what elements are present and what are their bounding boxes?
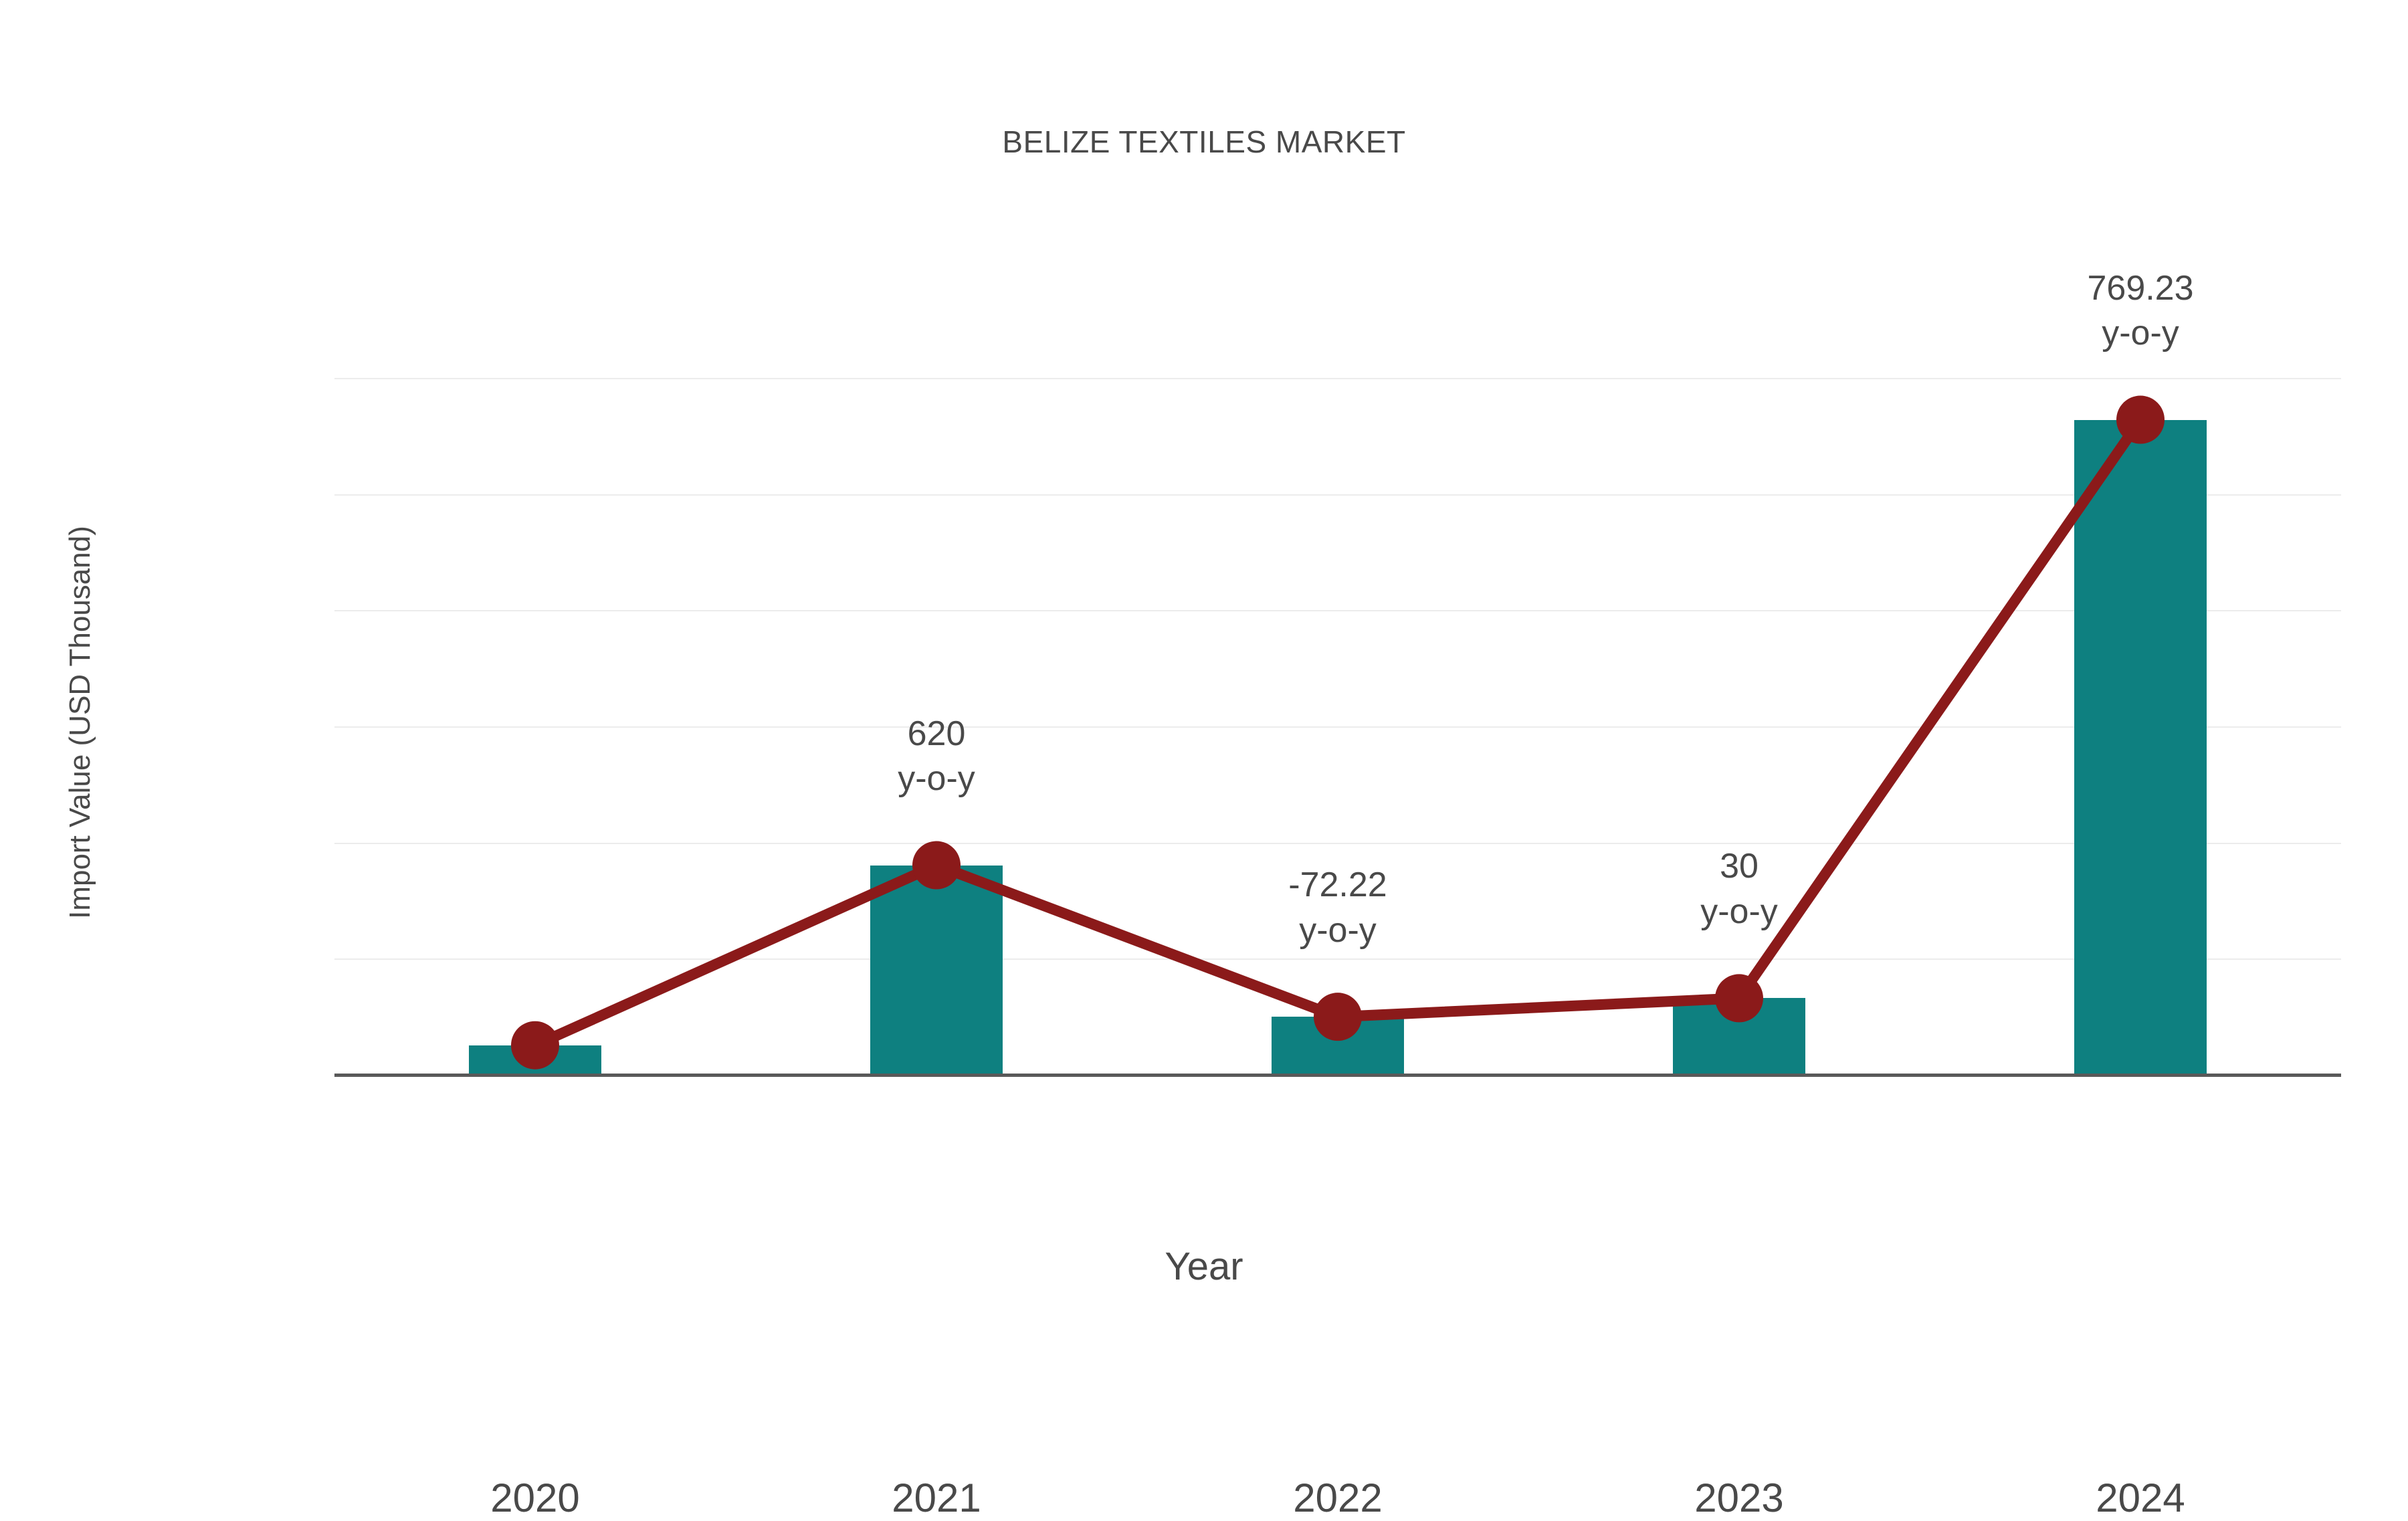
chart-figure: BELIZE TEXTILES MARKET Import Value (USD…	[64, 124, 2341, 1520]
data-label: -72.22 y-o-y	[1288, 863, 1387, 953]
gridline	[334, 378, 2341, 379]
data-label: 30 y-o-y	[1700, 844, 1778, 934]
data-label-suffix: y-o-y	[2102, 314, 2179, 353]
gridline	[334, 610, 2341, 612]
chart-title: BELIZE TEXTILES MARKET	[1002, 124, 1406, 159]
x-axis-tick-label: 2022	[1293, 1476, 1383, 1520]
bar[interactable]	[870, 865, 1003, 1075]
gridline	[334, 494, 2341, 496]
data-label-value: 620	[907, 714, 966, 753]
x-axis-tick-label: 2020	[490, 1476, 580, 1520]
x-axis-tick-label: 2023	[1694, 1476, 1784, 1520]
data-label-suffix: y-o-y	[1700, 892, 1778, 931]
data-label-value: 769.23	[2087, 268, 2194, 308]
bar[interactable]	[1272, 1017, 1404, 1075]
gridline	[334, 842, 2341, 844]
data-label-value: -72.22	[1288, 866, 1387, 905]
x-axis-label: Year	[1165, 1245, 1243, 1288]
bar[interactable]	[1673, 998, 1805, 1075]
data-label: 769.23 y-o-y	[2087, 266, 2193, 357]
x-axis-line	[334, 1074, 2341, 1077]
y-axis-label: Import Value (USD Thousand)	[64, 526, 96, 919]
data-label: 620 y-o-y	[898, 712, 975, 802]
x-axis-tick-label: 2021	[892, 1476, 981, 1520]
gridline	[334, 726, 2341, 728]
bar[interactable]	[2074, 419, 2207, 1075]
data-label-suffix: y-o-y	[1299, 910, 1377, 950]
bar[interactable]	[469, 1045, 601, 1075]
data-label-value: 30	[1720, 847, 1759, 886]
data-label-suffix: y-o-y	[898, 759, 975, 799]
x-axis-tick-label: 2024	[2096, 1476, 2185, 1520]
gridline	[334, 958, 2341, 960]
